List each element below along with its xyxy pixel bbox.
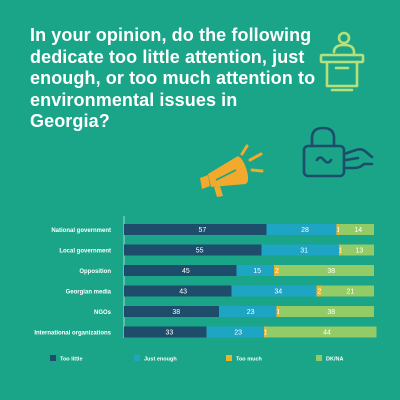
data-label: 44 [323,330,331,337]
bar-segment [206,326,264,338]
legend-swatch [134,355,140,361]
data-label: 38 [327,309,335,316]
data-label: 38 [172,309,180,316]
bar-segment [266,326,377,338]
bar-segment [124,265,237,276]
data-label: 43 [179,289,187,296]
bar-segment [339,224,374,235]
podium-icon [319,31,365,92]
data-label: 34 [274,289,282,296]
bar-segment [124,306,219,317]
data-label: 1 [336,227,340,234]
padlock-hand-icon [302,126,374,178]
chart-title: In your opinion, do the following dedica… [30,25,316,131]
data-label: 45 [182,268,190,275]
bar-segment [279,265,374,276]
data-label: 1 [264,330,268,337]
bar-segment [261,244,339,256]
category-label: Local government [59,248,111,254]
category-label: NGOs [94,310,112,316]
data-label: 23 [234,330,242,337]
bar-segment [124,285,232,297]
bar-segment [339,244,342,256]
data-label: 55 [196,248,204,255]
category-label: International organizations [34,330,111,336]
bar-segment [124,326,207,338]
bar-segment [336,224,339,235]
legend-swatch [50,355,56,361]
data-label: 2 [275,268,279,275]
bar-segment [231,285,317,297]
legend-label: Too much [236,357,263,363]
data-label: 13 [355,248,363,255]
data-label: 31 [300,248,308,255]
legend-swatch [226,355,232,361]
bar-segment [316,285,322,297]
legend-label: DK/NA [326,357,343,363]
legend-label: Just enough [144,357,177,363]
data-label: 1 [339,248,343,255]
data-label: 38 [327,268,335,275]
bar-segment [341,244,374,256]
bar-segment [264,326,267,338]
data-label: 57 [198,227,206,234]
megaphone-icon [200,144,264,197]
category-label: Georgian media [66,289,112,295]
data-label: 23 [247,309,255,316]
data-label: 33 [165,330,173,337]
data-label: 2 [318,289,322,296]
category-label: Opposition [79,269,111,275]
legend-swatch [316,355,322,361]
data-label: 21 [346,289,354,296]
data-label: 1 [276,309,280,316]
data-label: 15 [253,268,261,275]
legend-label: Too little [60,357,83,363]
bar-segment [321,285,374,297]
bar-segment [124,224,267,235]
bar-segment [274,265,279,276]
bar-segment [236,265,274,276]
bar-segment [219,306,277,317]
bar-segment [276,306,279,317]
data-label: 14 [354,227,362,234]
bar-segment [279,306,374,317]
data-label: 28 [301,227,309,234]
bar-segment [266,224,337,235]
bar-segment [124,244,262,256]
category-label: National government [51,228,111,234]
